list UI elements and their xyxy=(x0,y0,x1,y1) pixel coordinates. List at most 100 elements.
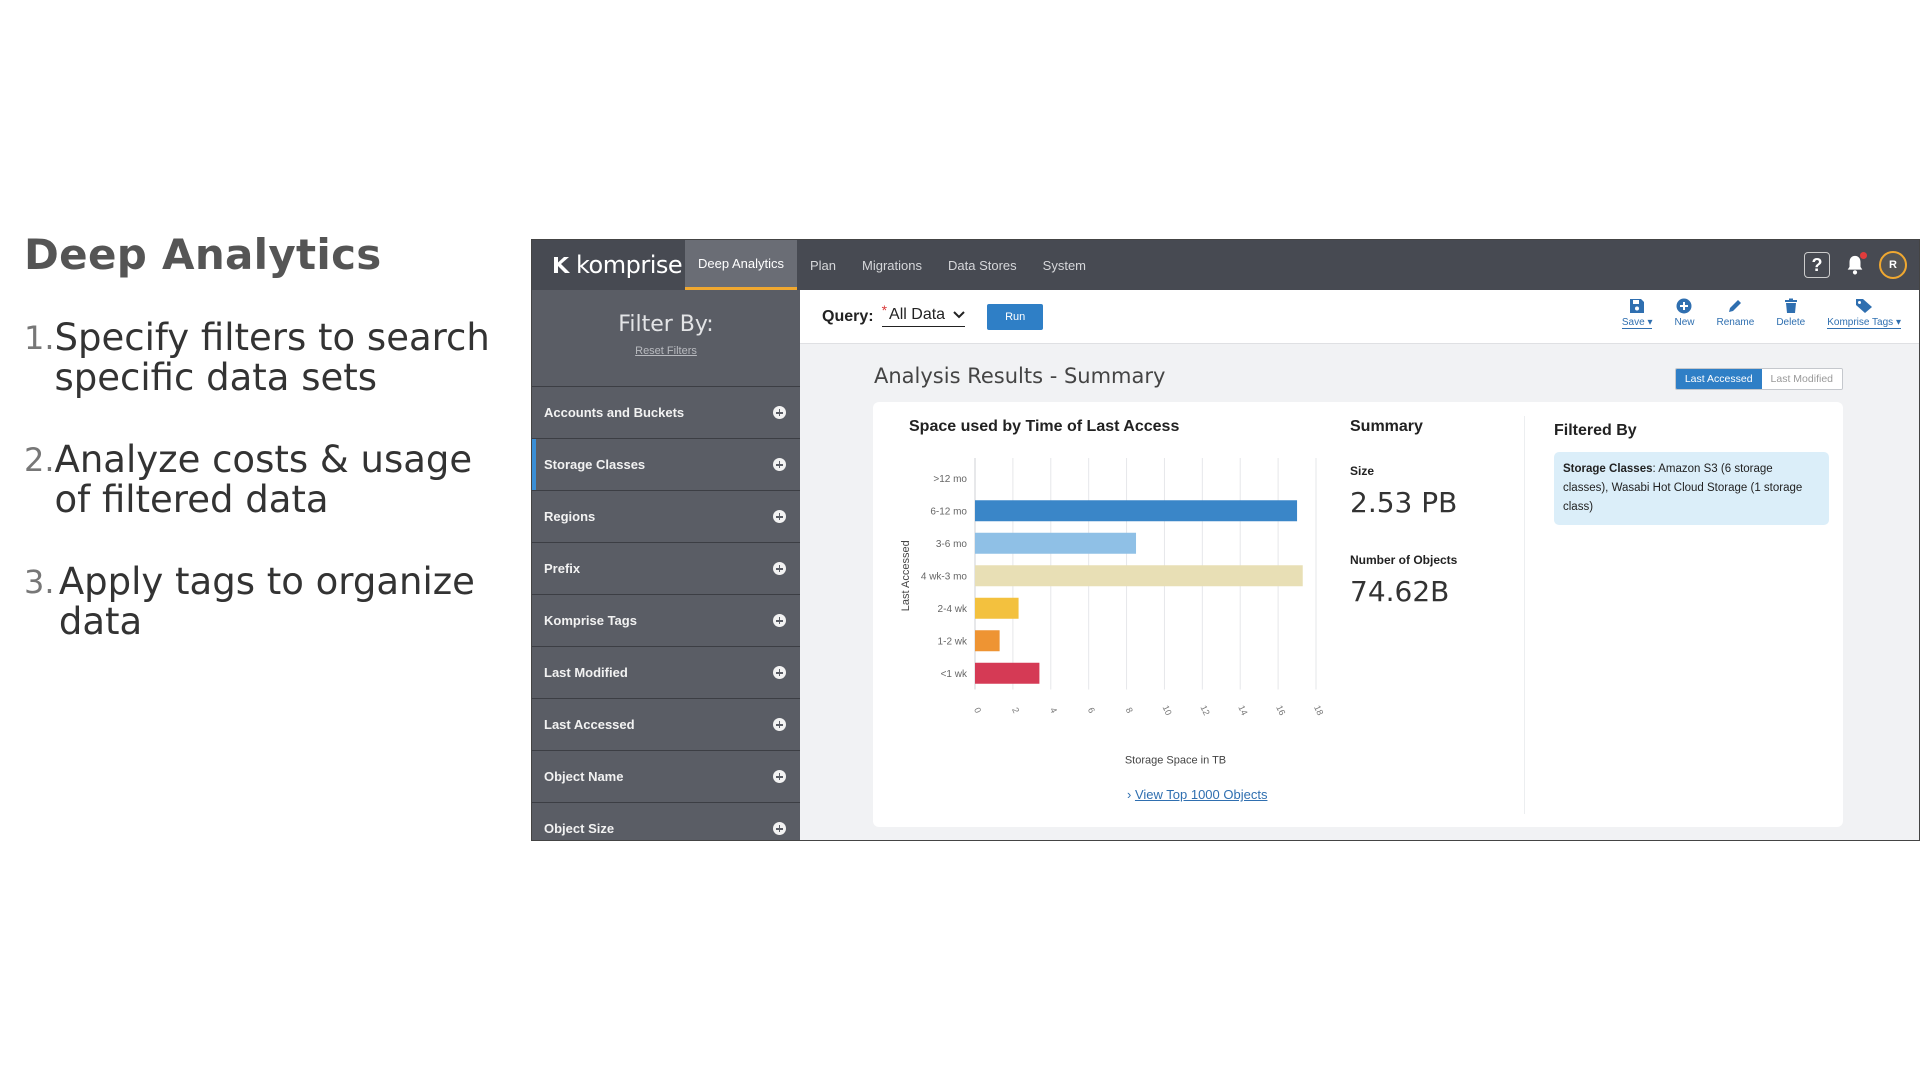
x-tick-label: 4 xyxy=(1048,706,1059,715)
filter-label: Komprise Tags xyxy=(544,613,637,628)
notifications-button[interactable] xyxy=(1841,251,1869,279)
y-tick-label: 4 wk-3 mo xyxy=(921,571,968,582)
tag-icon xyxy=(1856,299,1873,313)
plus-circle-icon[interactable] xyxy=(773,614,786,627)
main-nav: Deep Analytics Plan Migrations Data Stor… xyxy=(685,240,1099,290)
plus-circle-icon[interactable] xyxy=(773,666,786,679)
filter-label: Object Name xyxy=(544,769,624,784)
save-button[interactable]: Save ▾ xyxy=(1621,298,1653,329)
filter-label: Accounts and Buckets xyxy=(544,405,685,420)
y-axis-title: Last Accessed xyxy=(900,540,912,611)
bullet-number: 3. xyxy=(24,563,55,601)
view-top-objects-link[interactable]: › View Top 1000 Objects xyxy=(1127,787,1267,802)
y-tick-label: 6-12 mo xyxy=(930,506,967,517)
filter-title: Filter By: xyxy=(618,312,714,337)
nav-migrations[interactable]: Migrations xyxy=(862,257,922,273)
nav-data-stores[interactable]: Data Stores xyxy=(948,257,1017,273)
bullet-number: 1. xyxy=(24,319,55,357)
filter-komprise-tags[interactable]: Komprise Tags xyxy=(532,595,800,647)
x-tick-label: 12 xyxy=(1198,704,1211,717)
bar xyxy=(975,532,1137,554)
objects-label: Number of Objects xyxy=(1350,553,1458,567)
new-button[interactable]: New xyxy=(1674,298,1695,329)
filter-chip-key: Storage Classes xyxy=(1563,463,1653,475)
y-tick-label: 2-4 wk xyxy=(938,604,968,615)
y-tick-label: 3-6 mo xyxy=(936,539,968,550)
filter-accounts-buckets[interactable]: Accounts and Buckets xyxy=(532,387,800,439)
x-axis-title: Storage Space in TB xyxy=(1125,755,1226,767)
x-tick-label: 8 xyxy=(1124,706,1135,715)
filter-header: Filter By: Reset Filters xyxy=(532,290,800,387)
run-button[interactable]: Run xyxy=(987,303,1044,330)
filter-object-name[interactable]: Object Name xyxy=(532,751,800,803)
slide-title: Deep Analytics xyxy=(24,230,382,279)
size-label: Size xyxy=(1350,464,1375,478)
plus-circle-icon[interactable] xyxy=(773,718,786,731)
plus-circle-icon[interactable] xyxy=(773,770,786,783)
save-label: Save ▾ xyxy=(1621,317,1653,329)
plus-circle-icon[interactable] xyxy=(773,458,786,471)
logo[interactable]: komprise xyxy=(532,240,685,290)
x-tick-label: 18 xyxy=(1312,704,1325,717)
query-value: All Data xyxy=(889,306,946,323)
x-tick-label: 16 xyxy=(1274,704,1287,717)
access-toggle: Last Accessed Last Modified xyxy=(1674,368,1843,390)
reset-filters-link[interactable]: Reset Filters xyxy=(635,345,697,357)
x-tick-label: 0 xyxy=(972,706,983,715)
nav-deep-analytics[interactable]: Deep Analytics xyxy=(685,240,797,290)
bullet-text: Apply tags to organize data xyxy=(58,560,475,643)
plus-circle-icon[interactable] xyxy=(773,406,786,419)
bullet-item: 1. Specify filters to search specific dat… xyxy=(24,318,504,398)
filter-label: Regions xyxy=(544,509,596,524)
view-top-objects-label: View Top 1000 Objects xyxy=(1134,787,1268,802)
filtered-by-title: Filtered By xyxy=(1554,422,1637,439)
bullet-text: Analyze costs & usage of filtered data xyxy=(54,438,473,521)
delete-button[interactable]: Delete xyxy=(1776,298,1805,329)
toggle-last-accessed[interactable]: Last Accessed xyxy=(1675,369,1762,389)
bullet-item: 2. Analyze costs & usage of filtered data xyxy=(24,440,504,520)
save-icon xyxy=(1630,299,1645,313)
filter-regions[interactable]: Regions xyxy=(532,491,800,543)
bullet-text: Specify filters to search specific data … xyxy=(54,316,490,399)
x-tick-label: 10 xyxy=(1161,704,1174,717)
y-tick-label: 1-2 wk xyxy=(938,636,968,647)
bullet-number: 2. xyxy=(24,441,55,479)
bar xyxy=(975,565,1303,587)
chevron-right-icon: › xyxy=(1127,787,1135,802)
filter-label: Prefix xyxy=(544,561,581,576)
nav-plan[interactable]: Plan xyxy=(810,257,837,273)
bullet-item: 3. Apply tags to organize data xyxy=(24,562,504,642)
query-select[interactable]: * All Data xyxy=(881,302,966,327)
filter-last-modified[interactable]: Last Modified xyxy=(532,647,800,699)
results-card: Space used by Time of Last Access 0 2 4 6 8 1… xyxy=(873,402,1843,827)
summary-title: Summary xyxy=(1350,418,1423,435)
filtered-by-panel: Filtered By Storage Classes: Amazon S3 (… xyxy=(1554,422,1829,525)
y-tick-label: <1 wk xyxy=(941,669,968,680)
help-button[interactable]: ? xyxy=(1803,251,1831,279)
filter-object-size[interactable]: Object Size xyxy=(532,803,800,840)
filter-sidebar: Filter By: Reset Filters Accounts and Bu… xyxy=(532,290,800,840)
komprise-tags-label: Komprise Tags ▾ xyxy=(1827,317,1901,329)
plus-circle-icon[interactable] xyxy=(773,562,786,575)
filter-storage-classes[interactable]: Storage Classes xyxy=(532,439,800,491)
notification-dot xyxy=(1860,252,1867,259)
komprise-tags-button[interactable]: Komprise Tags ▾ xyxy=(1827,298,1901,329)
rename-button[interactable]: Rename xyxy=(1717,298,1754,329)
nav-system[interactable]: System xyxy=(1042,257,1086,273)
x-tick-label: 2 xyxy=(1010,706,1021,715)
bar xyxy=(975,597,1019,619)
plus-circle-icon[interactable] xyxy=(773,822,786,835)
query-bar: Query: * All Data Run Save ▾ New Rename xyxy=(800,290,1919,344)
chevron-down-icon xyxy=(953,311,965,319)
user-avatar[interactable]: R xyxy=(1879,251,1907,279)
filter-label: Storage Classes xyxy=(544,457,646,472)
plus-circle-icon xyxy=(1676,298,1692,314)
komprise-logo-icon xyxy=(554,257,570,273)
filter-prefix[interactable]: Prefix xyxy=(532,543,800,595)
filter-last-accessed[interactable]: Last Accessed xyxy=(532,699,800,751)
delete-label: Delete xyxy=(1776,317,1806,328)
toggle-last-modified[interactable]: Last Modified xyxy=(1761,369,1842,389)
required-mark: * xyxy=(881,302,888,318)
objects-value: 74.62B xyxy=(1350,575,1450,608)
plus-circle-icon[interactable] xyxy=(773,510,786,523)
